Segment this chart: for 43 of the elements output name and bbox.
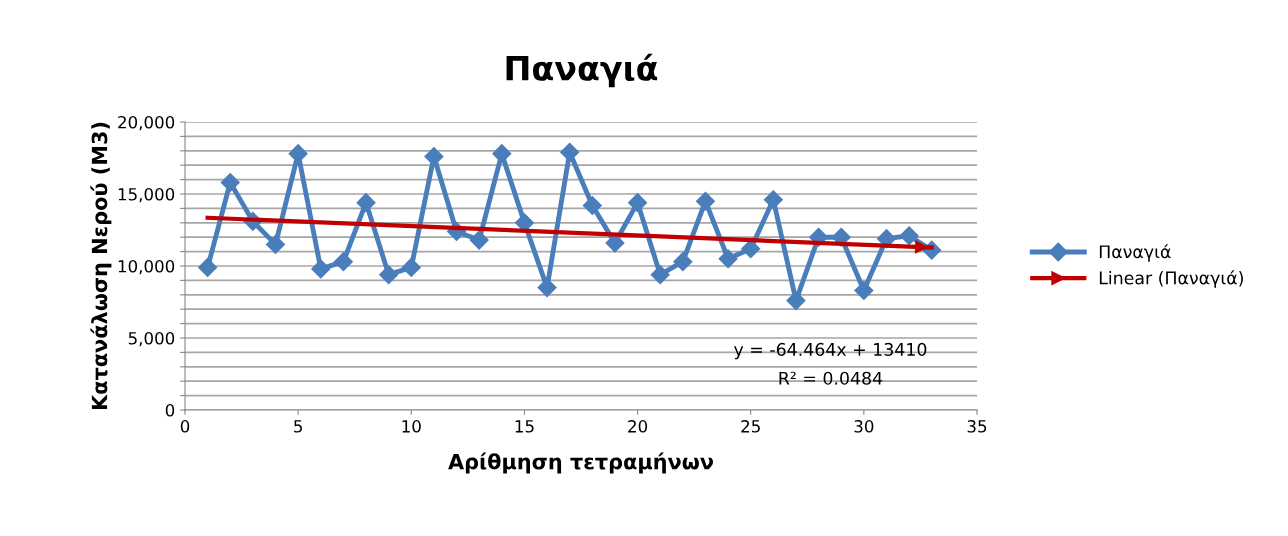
- annotation: y = -64.464x + 13410: [734, 342, 927, 360]
- x-tick-label: 20: [628, 420, 648, 433]
- point: [311, 259, 331, 279]
- point: [560, 142, 580, 162]
- point: [220, 172, 240, 193]
- point: [650, 265, 670, 285]
- x-tick-label: 25: [741, 420, 760, 433]
- x-tick-label: 0: [180, 420, 190, 433]
- point: [628, 193, 648, 213]
- point: [492, 144, 512, 164]
- x-tick-label: 15: [515, 420, 534, 433]
- x-tick-label: 30: [854, 420, 874, 433]
- point: [786, 291, 806, 311]
- y-tick-label: 10,000: [118, 259, 175, 275]
- point: [582, 195, 602, 216]
- x-axis-title: Αρίθμηση τετραμήνων: [448, 452, 714, 474]
- point: [469, 230, 489, 250]
- y-axis-title: Κατανάλωση Νερού (Μ3): [90, 122, 112, 410]
- point: [537, 278, 557, 298]
- legend-label: Linear (Παναγιά): [1099, 270, 1243, 288]
- point: [265, 234, 286, 254]
- y-tick-label: 20,000: [118, 115, 175, 131]
- x-tick-label: 5: [294, 420, 302, 433]
- annotation: R² = 0.0484: [779, 371, 883, 385]
- legend-label: Παναγιά: [1099, 244, 1171, 262]
- point: [356, 193, 376, 213]
- point: [899, 226, 919, 246]
- y-tick-label: 5,000: [128, 331, 175, 347]
- point: [401, 257, 421, 277]
- y-tick-label: 0: [165, 403, 175, 417]
- point: [741, 239, 761, 259]
- y-tick-label: 15,000: [118, 187, 175, 203]
- point: [673, 252, 693, 272]
- point: [763, 190, 783, 210]
- point: [854, 280, 874, 301]
- point: [379, 265, 399, 285]
- x-tick-label: 35: [967, 420, 987, 433]
- point: [695, 191, 715, 211]
- point: [198, 257, 218, 277]
- chart-title: Παναγιά: [506, 53, 658, 88]
- point: [333, 252, 353, 272]
- x-tick-label: 10: [402, 420, 421, 433]
- point: [718, 249, 738, 269]
